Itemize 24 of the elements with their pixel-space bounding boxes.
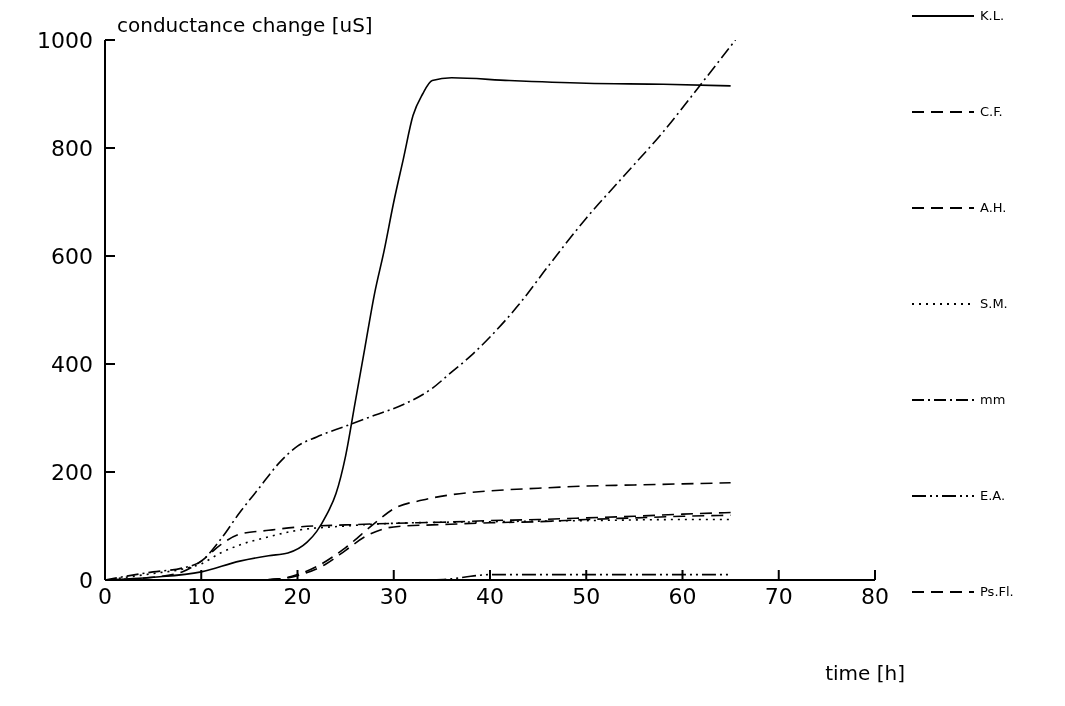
y-tick-label: 600 [51, 243, 93, 269]
x-tick-label: 60 [668, 583, 697, 609]
legend-label: E.A. [980, 488, 1006, 503]
y-tick-label: 1000 [37, 27, 93, 53]
x-tick-label: 20 [283, 583, 312, 609]
y-tick-label: 800 [51, 135, 93, 161]
y-tick-label: 0 [79, 567, 93, 593]
y-tick-label: 200 [51, 459, 93, 485]
legend-label: Ps.Fl. [980, 584, 1014, 599]
legend-label: S.M. [980, 296, 1008, 311]
x-tick-label: 10 [187, 583, 216, 609]
x-axis-title: time [h] [825, 661, 905, 685]
x-tick-label: 0 [98, 583, 112, 609]
legend-label: C.F. [980, 104, 1003, 119]
x-tick-label: 50 [572, 583, 601, 609]
y-axis-title: conductance change [uS] [117, 13, 373, 37]
legend-label: A.H. [980, 200, 1007, 215]
legend-label: mm [980, 392, 1006, 407]
x-tick-label: 80 [861, 583, 889, 609]
x-tick-label: 70 [764, 583, 793, 609]
x-tick-label: 30 [379, 583, 408, 609]
x-tick-label: 40 [476, 583, 504, 609]
y-tick-label: 400 [51, 351, 93, 377]
legend-label: K.L. [980, 8, 1005, 23]
